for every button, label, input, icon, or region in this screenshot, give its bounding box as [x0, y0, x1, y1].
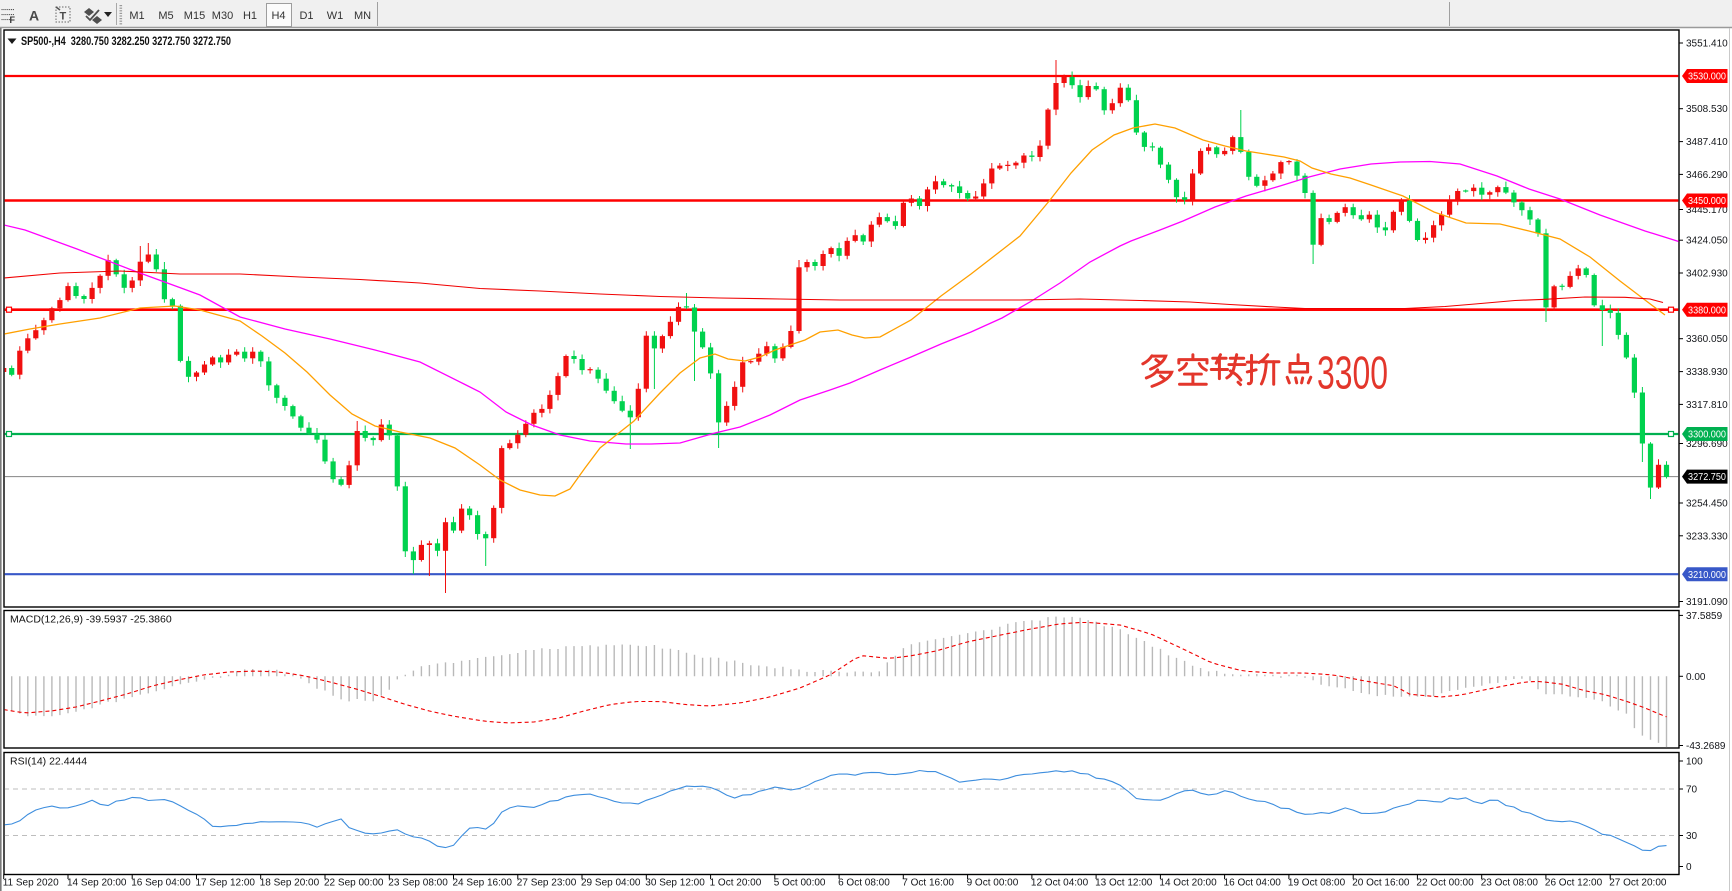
- svg-text:F: F: [10, 15, 16, 25]
- svg-text:3360.050: 3360.050: [1686, 334, 1728, 345]
- svg-text:3551.410: 3551.410: [1686, 39, 1728, 50]
- svg-text:30 Sep 12:00: 30 Sep 12:00: [645, 878, 705, 889]
- svg-text:W1: W1: [327, 10, 344, 22]
- svg-text:37.5859: 37.5859: [1686, 611, 1723, 622]
- svg-text:70: 70: [1686, 785, 1698, 796]
- svg-text:3445.170: 3445.170: [1686, 205, 1728, 216]
- svg-text:0: 0: [1686, 862, 1692, 873]
- svg-text:9 Oct 00:00: 9 Oct 00:00: [967, 878, 1019, 889]
- svg-text:3272.750: 3272.750: [1688, 472, 1726, 483]
- svg-text:3450.000: 3450.000: [1688, 196, 1726, 207]
- svg-text:13 Oct 12:00: 13 Oct 12:00: [1095, 878, 1153, 889]
- svg-text:3300.000: 3300.000: [1688, 430, 1726, 441]
- svg-text:3300: 3300: [1317, 347, 1388, 399]
- svg-text:SP500-,H4 3280.750 3282.250 3: SP500-,H4 3280.750 3282.250 3272.750 327…: [21, 36, 231, 48]
- svg-text:0.00: 0.00: [1686, 672, 1706, 683]
- svg-text:7 Oct 16:00: 7 Oct 16:00: [902, 878, 954, 889]
- svg-text:MN: MN: [354, 10, 371, 22]
- svg-text:27 Oct 20:00: 27 Oct 20:00: [1609, 878, 1667, 889]
- svg-text:3530.000: 3530.000: [1688, 72, 1726, 83]
- svg-text:3424.050: 3424.050: [1686, 236, 1728, 247]
- svg-text:14 Oct 20:00: 14 Oct 20:00: [1159, 878, 1217, 889]
- svg-text:3296.690: 3296.690: [1686, 439, 1728, 450]
- svg-text:3338.930: 3338.930: [1686, 367, 1728, 378]
- svg-text:A: A: [29, 8, 39, 24]
- svg-text:D1: D1: [299, 10, 313, 22]
- svg-text:23 Oct 08:00: 23 Oct 08:00: [1481, 878, 1539, 889]
- svg-text:3233.330: 3233.330: [1686, 531, 1728, 542]
- svg-text:RSI(14) 22.4444: RSI(14) 22.4444: [10, 756, 87, 768]
- svg-text:24 Sep 16:00: 24 Sep 16:00: [453, 878, 513, 889]
- svg-text:16 Oct 04:00: 16 Oct 04:00: [1224, 878, 1282, 889]
- svg-text:26 Oct 12:00: 26 Oct 12:00: [1545, 878, 1603, 889]
- svg-text:T: T: [60, 11, 67, 23]
- svg-text:12 Oct 04:00: 12 Oct 04:00: [1031, 878, 1089, 889]
- svg-text:6 Oct 08:00: 6 Oct 08:00: [838, 878, 890, 889]
- svg-text:3466.290: 3466.290: [1686, 170, 1728, 181]
- svg-text:27 Sep 23:00: 27 Sep 23:00: [517, 878, 577, 889]
- svg-text:23 Sep 08:00: 23 Sep 08:00: [388, 878, 448, 889]
- svg-text:22 Oct 00:00: 22 Oct 00:00: [1416, 878, 1474, 889]
- svg-text:22 Sep 00:00: 22 Sep 00:00: [324, 878, 384, 889]
- svg-text:3254.450: 3254.450: [1686, 499, 1728, 510]
- svg-text:19 Oct 08:00: 19 Oct 08:00: [1288, 878, 1346, 889]
- svg-text:3191.090: 3191.090: [1686, 597, 1728, 608]
- svg-text:3317.810: 3317.810: [1686, 400, 1728, 411]
- svg-text:5 Oct 00:00: 5 Oct 00:00: [774, 878, 826, 889]
- svg-text:MACD(12,26,9) -39.5937 -25.386: MACD(12,26,9) -39.5937 -25.3860: [10, 614, 172, 626]
- svg-text:M30: M30: [212, 10, 233, 22]
- svg-text:3402.930: 3402.930: [1686, 269, 1728, 280]
- svg-text:17 Sep 12:00: 17 Sep 12:00: [196, 878, 256, 889]
- svg-text:30: 30: [1686, 831, 1698, 842]
- svg-text:M5: M5: [158, 10, 173, 22]
- svg-text:H1: H1: [243, 10, 257, 22]
- svg-text:-43.2689: -43.2689: [1686, 741, 1726, 752]
- svg-text:100: 100: [1686, 757, 1703, 768]
- svg-text:H4: H4: [271, 10, 285, 22]
- svg-text:1 Oct 20:00: 1 Oct 20:00: [710, 878, 762, 889]
- svg-text:20 Oct 16:00: 20 Oct 16:00: [1352, 878, 1410, 889]
- svg-text:3508.530: 3508.530: [1686, 104, 1728, 115]
- svg-text:18 Sep 20:00: 18 Sep 20:00: [260, 878, 320, 889]
- svg-text:3210.000: 3210.000: [1688, 570, 1726, 581]
- svg-text:M1: M1: [129, 10, 144, 22]
- svg-text:3380.000: 3380.000: [1688, 305, 1726, 316]
- svg-text:3487.410: 3487.410: [1686, 137, 1728, 148]
- svg-text:29 Sep 04:00: 29 Sep 04:00: [581, 878, 641, 889]
- svg-text:11 Sep 2020: 11 Sep 2020: [3, 878, 59, 889]
- svg-text:M15: M15: [184, 10, 205, 22]
- svg-text:14 Sep 20:00: 14 Sep 20:00: [67, 878, 127, 889]
- svg-text:16 Sep 04:00: 16 Sep 04:00: [131, 878, 191, 889]
